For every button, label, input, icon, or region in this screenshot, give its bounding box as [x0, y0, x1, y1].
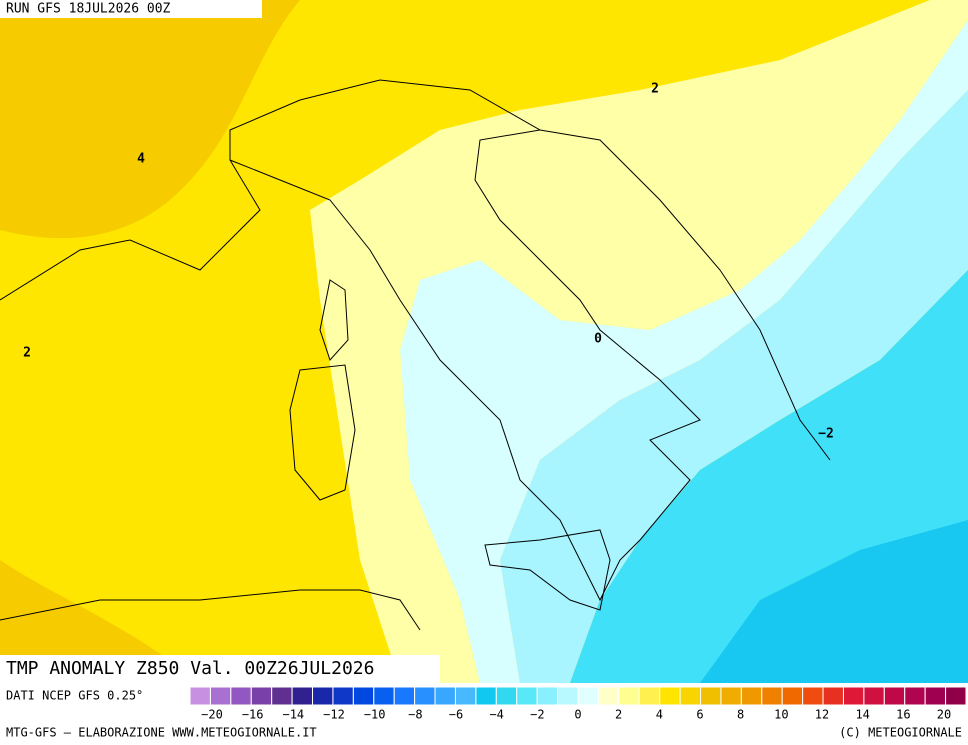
- colorbar-cell: [618, 686, 640, 706]
- colorbar-cell: [945, 686, 967, 706]
- contour-label: 4: [137, 152, 145, 167]
- colorbar-cell: [312, 686, 334, 706]
- contour-label: −2: [818, 427, 834, 442]
- colorbar-tick-label: 20: [937, 708, 951, 722]
- colorbar-tick-label: 14: [855, 708, 869, 722]
- colorbar-tick-label: 6: [696, 708, 703, 722]
- colorbar-cell: [557, 686, 579, 706]
- colorbar-cell: [822, 686, 844, 706]
- contour-label: 0: [594, 332, 602, 347]
- colorbar-tick-label: −4: [489, 708, 503, 722]
- colorbar-cell: [189, 686, 211, 706]
- coastline: [319, 279, 349, 361]
- colorbar-cell: [250, 686, 273, 706]
- colorbar-cell: [740, 686, 763, 706]
- map-title: TMP ANOMALY Z850 Val. 00Z26JUL2026: [6, 658, 374, 679]
- colorbar-cell: [332, 686, 354, 706]
- colorbar-tick-label: −20: [201, 708, 223, 722]
- colorbar-tick-label: 4: [656, 708, 663, 722]
- run-label: RUN GFS 18JUL2026 00Z: [6, 2, 171, 17]
- colorbar-cell: [209, 686, 232, 706]
- colorbar-cell: [373, 686, 395, 706]
- colorbar-tick-label: 10: [774, 708, 788, 722]
- colorbar-tick-label: 0: [574, 708, 581, 722]
- colorbar-tick-label: 12: [815, 708, 829, 722]
- colorbar-cell: [393, 686, 416, 706]
- colorbar-cell: [597, 686, 620, 706]
- colorbar-cell: [700, 686, 722, 706]
- anomaly-field: [0, 560, 200, 683]
- colorbar-cell: [761, 686, 783, 706]
- contour-label: 2: [23, 346, 31, 361]
- colorbar-cell: [781, 686, 804, 706]
- coastline: [289, 364, 356, 501]
- colorbar-cell: [842, 686, 865, 706]
- coastline: [0, 159, 421, 631]
- colorbar-tick-label: 16: [896, 708, 910, 722]
- colorbar-cell: [883, 686, 906, 706]
- colorbar-cell: [516, 686, 538, 706]
- colorbar-tick-label: −8: [408, 708, 422, 722]
- run-label-box: [0, 0, 262, 18]
- map: RUN GFS 18JUL2026 00Z 4 2 2 0 −2: [0, 0, 968, 683]
- coastline: [539, 129, 831, 461]
- anomaly-field: [0, 0, 300, 239]
- colorbar-tick-label: −10: [364, 708, 386, 722]
- colorbar-tick-label: −14: [282, 708, 304, 722]
- coastline: [229, 79, 701, 602]
- colorbar-cell: [454, 686, 477, 706]
- colorbar-cell: [291, 686, 314, 706]
- anomaly-field: [400, 20, 968, 683]
- colorbar-cell: [638, 686, 661, 706]
- colorbar-tick-label: −16: [242, 708, 264, 722]
- colorbar-tick-label: −2: [530, 708, 544, 722]
- coastline: [484, 529, 611, 611]
- colorbar-cell: [863, 686, 885, 706]
- colorbar-tick-label: 2: [615, 708, 622, 722]
- footer-left: MTG-GFS — ELABORAZIONE WWW.METEOGIORNALE…: [6, 726, 317, 740]
- colorbar-cell: [475, 686, 497, 706]
- colorbar: −20 −16 −14 −12 −10 −8 −6 −4 −2 0 2 4 6 8 10 12 14 16 20: [189, 686, 967, 722]
- colorbar-tick-label: −6: [449, 708, 463, 722]
- colorbar-cell: [679, 686, 702, 706]
- data-source: DATI NCEP GFS 0.25°: [6, 689, 143, 703]
- colorbar-cell: [536, 686, 559, 706]
- colorbar-cell: [904, 686, 926, 706]
- colorbar-cell: [659, 686, 681, 706]
- footer-right: (C) METEOGIORNALE: [839, 726, 962, 740]
- colorbar-tick-label: 8: [737, 708, 744, 722]
- contour-label: 2: [651, 82, 659, 97]
- colorbar-cell: [352, 686, 375, 706]
- colorbar-cell: [434, 686, 456, 706]
- title-box: [0, 655, 440, 683]
- colorbar-cell: [802, 686, 824, 706]
- anomaly-field: [500, 90, 968, 683]
- colorbar-cell: [230, 686, 252, 706]
- colorbar-cell: [720, 686, 742, 706]
- colorbar-cell: [577, 686, 599, 706]
- colorbar-cell: [414, 686, 436, 706]
- anomaly-field: [700, 520, 968, 683]
- anomaly-field: [310, 0, 968, 683]
- colorbar-cell: [271, 686, 293, 706]
- colorbar-tick-label: −12: [323, 708, 345, 722]
- colorbar-cell: [495, 686, 518, 706]
- colorbar-cell: [924, 686, 947, 706]
